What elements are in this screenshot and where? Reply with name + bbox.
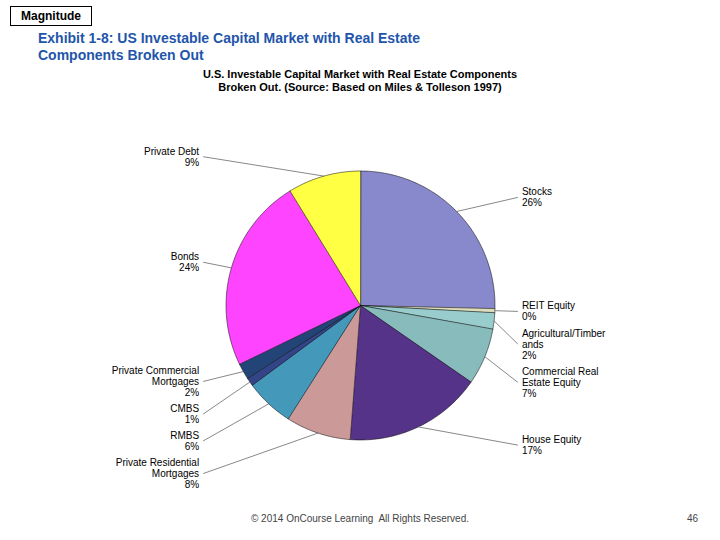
svg-text:Agricultural/Timberands2%: Agricultural/Timberands2% bbox=[522, 328, 606, 361]
html-text:© 2014 OnCourse Learning All R: © 2014 OnCourse Learning All Rights Rese… bbox=[251, 513, 469, 524]
html-text:U.S. Investable Capital Market: U.S. Investable Capital Market with Real… bbox=[202, 67, 518, 94]
svg-text:Commercial RealEstate Equity7%: Commercial RealEstate Equity7% bbox=[522, 366, 599, 399]
svg-text:House Equity17%: House Equity17% bbox=[522, 434, 581, 456]
html-text:Magnitude: Magnitude bbox=[21, 9, 81, 23]
svg-text:CMBS1%: CMBS1% bbox=[170, 403, 199, 425]
html-text:Exhibit 1-8: US Investable Cap: Exhibit 1-8: US Investable Capital Marke… bbox=[38, 30, 420, 63]
svg-text:REIT Equity0%: REIT Equity0% bbox=[522, 300, 575, 322]
svg-text:Private Debt9%: Private Debt9% bbox=[144, 146, 199, 168]
html-text:46: 46 bbox=[686, 513, 698, 524]
svg-text:Stocks26%: Stocks26% bbox=[522, 186, 552, 208]
svg-text:Private ResidentialMortgages8%: Private ResidentialMortgages8% bbox=[116, 457, 199, 490]
svg-text:Bonds24%: Bonds24% bbox=[171, 251, 199, 273]
svg-text:RMBS6%: RMBS6% bbox=[170, 430, 199, 452]
svg-text:Private CommercialMortgages2%: Private CommercialMortgages2% bbox=[112, 365, 199, 398]
